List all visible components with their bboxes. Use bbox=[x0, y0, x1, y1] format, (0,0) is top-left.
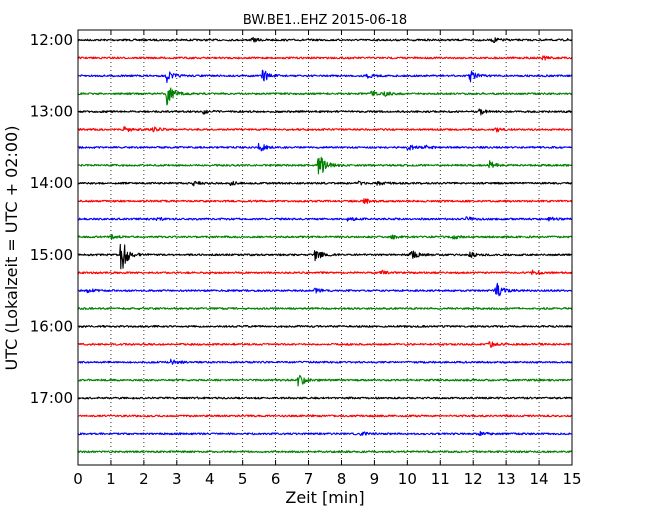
x-tick-label-0: 0 bbox=[73, 470, 83, 488]
trace-12:00 bbox=[77, 36, 573, 43]
trace-15:30 bbox=[77, 282, 573, 297]
trace-13:15 bbox=[77, 125, 573, 133]
trace-16:00 bbox=[77, 324, 573, 328]
grid-lines bbox=[110, 30, 540, 465]
x-tick-label-2: 2 bbox=[139, 470, 149, 488]
x-tick-label-14: 14 bbox=[530, 470, 549, 488]
x-tick-label-10: 10 bbox=[398, 470, 417, 488]
seismic-traces bbox=[77, 36, 573, 454]
trace-13:30 bbox=[77, 142, 573, 152]
x-tick-label-3: 3 bbox=[172, 470, 182, 488]
trace-17:15 bbox=[77, 414, 573, 418]
x-tick-label-7: 7 bbox=[304, 470, 314, 488]
trace-15:15 bbox=[77, 269, 573, 276]
trace-17:30 bbox=[77, 430, 573, 436]
x-tick-label-13: 13 bbox=[497, 470, 516, 488]
x-tick-label-6: 6 bbox=[271, 470, 281, 488]
x-tick-label-11: 11 bbox=[431, 470, 450, 488]
trace-14:15 bbox=[77, 198, 573, 205]
trace-12:45 bbox=[77, 87, 573, 106]
y-tick-label-16:00: 16:00 bbox=[30, 317, 73, 335]
trace-15:45 bbox=[77, 307, 573, 310]
trace-16:15 bbox=[77, 341, 573, 348]
x-tick-label-9: 9 bbox=[370, 470, 380, 488]
y-tick-label-17:00: 17:00 bbox=[30, 389, 73, 407]
plot-frame bbox=[77, 29, 573, 466]
x-tick-label-8: 8 bbox=[337, 470, 347, 488]
trace-14:45 bbox=[77, 234, 573, 240]
x-tick-label-5: 5 bbox=[238, 470, 248, 488]
y-tick-label-14:00: 14:00 bbox=[30, 174, 73, 192]
x-tick-label-1: 1 bbox=[106, 470, 116, 488]
trace-12:30 bbox=[77, 69, 573, 84]
y-axis-label: UTC (Lokalzeit = UTC + 02:00) bbox=[2, 126, 21, 371]
trace-14:30 bbox=[77, 216, 573, 222]
axes: 0 1 2 3 4 5 6 7 8 9 10 11 12 13 14 1512:0013:0014:0015:… bbox=[30, 30, 582, 488]
chart-title: BW.BE1..EHZ 2015-06-18 bbox=[243, 13, 407, 28]
trace-12:15 bbox=[77, 55, 573, 61]
x-axis-label: Zeit [min] bbox=[285, 488, 364, 507]
x-tick-label-15: 15 bbox=[562, 470, 581, 488]
trace-17:00 bbox=[77, 396, 573, 400]
trace-16:30 bbox=[77, 358, 573, 365]
trace-16:45 bbox=[77, 374, 573, 387]
x-tick-label-12: 12 bbox=[464, 470, 483, 488]
y-tick-label-12:00: 12:00 bbox=[30, 31, 73, 49]
y-tick-label-13:00: 13:00 bbox=[30, 103, 73, 121]
y-tick-label-15:00: 15:00 bbox=[30, 246, 73, 264]
x-tick-label-4: 4 bbox=[205, 470, 215, 488]
trace-14:00 bbox=[77, 180, 573, 187]
trace-13:00 bbox=[77, 108, 573, 116]
trace-13:45 bbox=[77, 156, 573, 175]
trace-15:00 bbox=[77, 243, 573, 270]
trace-17:45 bbox=[77, 450, 573, 454]
